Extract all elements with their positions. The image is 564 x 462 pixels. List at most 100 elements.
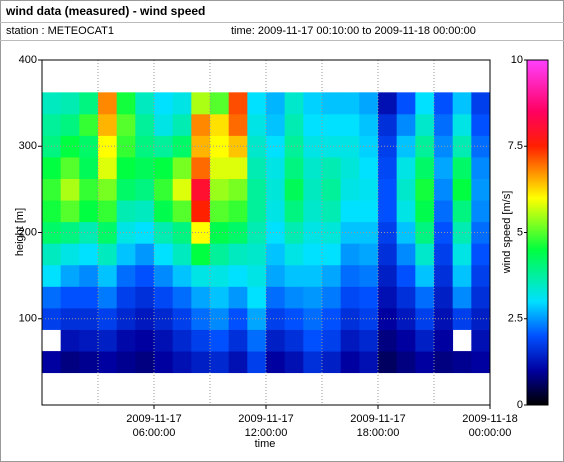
heat-cell [378,264,398,287]
heat-cell [135,329,155,352]
heat-cell [79,264,99,287]
heat-cell [415,157,435,179]
y-tick-label: 100 [19,313,37,325]
heat-cell [266,243,286,266]
heat-cell [434,157,454,179]
heat-cell [434,92,454,115]
heat-cell [471,92,491,115]
heat-cell [228,113,248,136]
heat-cell [98,264,118,287]
heat-cell [135,264,155,287]
x-tick-date: 2009-11-17 [238,413,293,425]
x-tick-time: 06:00:00 [133,427,176,439]
colorbar-tick-label: 7.5 [508,140,523,152]
heat-cell [340,329,360,352]
heat-cell [247,307,267,330]
heat-cell [266,135,286,158]
heat-cell [42,243,62,266]
heat-cell [247,178,267,201]
heat-cell [415,135,435,158]
heat-cell [266,178,286,201]
heat-cell [79,157,99,179]
heat-cell [79,329,99,352]
heat-cell [228,329,248,352]
heat-cell [135,200,155,223]
heat-cell [42,200,62,223]
heat-cell [396,307,416,330]
heat-cell [415,178,435,201]
heat-cell [42,264,62,287]
heat-cell [378,178,398,201]
heat-cell [415,221,435,244]
heat-cell [266,286,286,309]
heat-cell [415,307,435,330]
heat-cell [434,307,454,330]
heat-cell [434,351,454,374]
heat-cell [210,351,230,374]
heat-cell [228,264,248,287]
heat-cell [98,329,118,352]
heat-cell [79,286,99,309]
heat-cell [154,178,174,201]
x-tick-date: 2009-11-18 [462,413,517,425]
heat-cell [228,157,248,179]
heat-cell [378,286,398,309]
heat-cell [452,243,472,266]
colorbar-tick-label: 5 [517,226,523,238]
heat-cell [303,286,323,309]
heat-cell [247,351,267,374]
heat-cell [396,221,416,244]
heat-cell [247,286,267,309]
heat-cell [191,178,211,201]
heat-cell [60,113,80,136]
heat-cell [359,178,379,201]
heat-cell [116,113,136,136]
heat-cell [172,92,192,115]
heat-cell [135,157,155,179]
heat-cell [359,113,379,136]
heat-cell [359,157,379,179]
heat-cell [303,178,323,201]
heat-cell [284,351,304,374]
heat-cell [322,243,342,266]
heat-cell [228,178,248,201]
heat-cell [471,178,491,201]
colorbar-label: wind speed [m/s] [501,191,513,275]
heat-cell [116,243,136,266]
heat-cell [191,243,211,266]
heat-cell [172,135,192,158]
heat-cell [228,243,248,266]
heat-cell [116,92,136,115]
y-tick-label: 300 [19,140,37,152]
heat-cell [191,92,211,115]
heat-cell [228,351,248,374]
heat-cell [378,351,398,374]
heat-cell [452,351,472,374]
heat-cell [340,243,360,266]
heat-cell [396,351,416,374]
heat-cell [415,113,435,136]
heat-cell [98,92,118,115]
heat-cell [415,243,435,266]
heat-cell [172,351,192,374]
x-axis-label: time [255,438,276,450]
heat-cell [154,243,174,266]
heat-cell [359,264,379,287]
heat-cell [303,113,323,136]
heat-cell [471,243,491,266]
heat-cell [191,113,211,136]
heat-cell [322,329,342,352]
heat-cell [434,243,454,266]
heat-cell [340,92,360,115]
heat-cell [60,92,80,115]
heat-cell [42,351,62,374]
x-tick-date: 2009-11-17 [126,413,181,425]
heat-cell [247,264,267,287]
heat-cell [172,286,192,309]
heat-cell [434,264,454,287]
heat-cell [471,329,491,352]
heat-cell [396,329,416,352]
heat-cell [340,135,360,158]
heat-cell [322,113,342,136]
heat-cell [191,157,211,179]
